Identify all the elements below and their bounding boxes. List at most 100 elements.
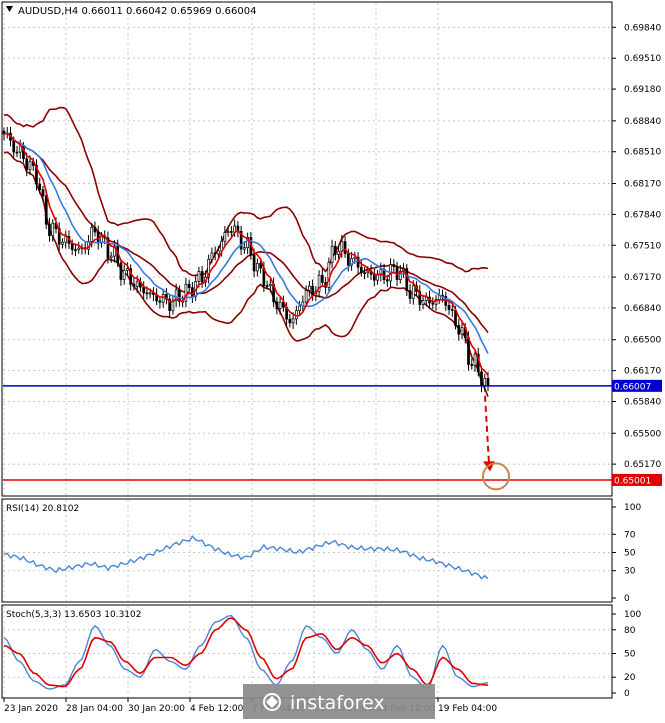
candle-body xyxy=(217,250,220,255)
candle-body xyxy=(298,305,301,312)
price-tick-label: 0.66170 xyxy=(624,367,661,377)
collapse-triangle-icon[interactable] xyxy=(6,6,13,12)
candle-body xyxy=(398,271,402,280)
candle-body xyxy=(372,273,376,281)
candle-body xyxy=(343,241,347,254)
price-tick-label: 0.66500 xyxy=(624,336,661,346)
price-tick-label: 0.67170 xyxy=(624,273,661,283)
rsi-tick-label: 30 xyxy=(624,567,636,577)
forecast-arrow xyxy=(482,395,510,491)
time-tick-label: 19 Feb 04:00 xyxy=(438,704,497,714)
candle-body xyxy=(230,231,233,233)
candle-body xyxy=(174,289,178,302)
candle-body xyxy=(405,268,409,291)
price-grid xyxy=(3,3,611,495)
candle-body xyxy=(168,298,172,312)
stoch-tick-label: 80 xyxy=(624,626,636,636)
candle-body xyxy=(385,279,389,282)
price-tick-label: 0.65500 xyxy=(624,429,661,439)
main-price-panel[interactable] xyxy=(1,1,613,497)
price-tick-label: 0.69510 xyxy=(624,54,661,64)
candle-body xyxy=(311,285,314,296)
price-level-label: 0.65001 xyxy=(614,476,651,486)
candle-body xyxy=(457,325,461,335)
candle-body xyxy=(135,281,139,287)
candle-body xyxy=(57,228,61,245)
candle-body xyxy=(337,250,340,255)
candle-body xyxy=(259,263,262,269)
instaforex-logo-icon xyxy=(263,693,281,711)
stoch-panel[interactable] xyxy=(1,604,613,699)
candle-body xyxy=(61,241,64,245)
candle-body xyxy=(171,300,175,312)
candle-body xyxy=(450,309,454,311)
candle-body xyxy=(207,258,210,278)
candle-body xyxy=(483,377,487,387)
candle-body xyxy=(421,300,425,305)
candle-body xyxy=(184,283,188,302)
candle-body xyxy=(447,305,451,310)
candle-body xyxy=(291,318,295,324)
candle-body xyxy=(392,264,396,267)
candle-body xyxy=(178,289,181,302)
price-level-tag xyxy=(612,379,662,392)
candle-body xyxy=(408,290,412,299)
candle-body xyxy=(213,252,217,255)
watermark: instaforex xyxy=(243,684,435,719)
candle-body xyxy=(161,294,165,303)
candle-body xyxy=(106,237,110,259)
candle-body xyxy=(486,377,490,387)
candle-body xyxy=(379,268,383,276)
fast-ma-line xyxy=(3,132,489,376)
rsi-tick-label: 100 xyxy=(624,503,641,513)
time-tick-label: 30 Jan 20:00 xyxy=(128,704,185,714)
price-tick-label: 0.66840 xyxy=(624,304,661,314)
candle-body xyxy=(320,274,324,283)
candle-body xyxy=(363,272,366,275)
candle-body xyxy=(233,225,236,233)
candle-body xyxy=(330,245,334,263)
candle-body xyxy=(288,318,292,324)
price-tick-label: 0.68510 xyxy=(624,148,661,158)
candle-body xyxy=(187,283,191,288)
candle-body xyxy=(142,286,146,294)
stoch-main-line xyxy=(3,614,489,690)
rsi-axis: 0 30 50 70 100 xyxy=(612,503,641,604)
stoch-grid xyxy=(3,606,611,697)
candle-body xyxy=(470,364,474,366)
candle-body xyxy=(210,252,214,260)
candle-body xyxy=(93,227,97,233)
candle-body xyxy=(35,165,38,185)
time-tick-label: 28 Jan 04:00 xyxy=(66,704,123,714)
candle-body xyxy=(38,183,42,191)
stoch-label: Stoch(5,3,3) 13.6503 10.3102 xyxy=(6,610,141,620)
candle-body xyxy=(376,274,379,281)
candle-body xyxy=(64,236,68,243)
price-tick-label: 0.68170 xyxy=(624,180,661,190)
candle-body xyxy=(239,230,243,250)
candle-body xyxy=(473,353,477,366)
candle-body xyxy=(256,263,259,272)
price-tick-label: 0.69180 xyxy=(624,85,661,95)
candle-body xyxy=(340,241,344,252)
rsi-grid xyxy=(3,500,611,601)
candle-body xyxy=(460,327,464,335)
candle-body xyxy=(122,269,126,280)
candles xyxy=(2,126,490,393)
candle-body xyxy=(226,231,230,233)
stoch-signal-line xyxy=(3,617,489,688)
candle-body xyxy=(278,301,282,309)
candle-body xyxy=(418,291,422,305)
price-tick-label: 0.65840 xyxy=(624,397,661,407)
candle-body xyxy=(467,337,470,365)
moving-averages xyxy=(3,132,489,376)
candle-body xyxy=(346,253,350,266)
rsi-panel[interactable] xyxy=(1,498,613,603)
price-tick-label: 0.67510 xyxy=(624,241,661,251)
candle-body xyxy=(41,189,45,197)
candle-body xyxy=(28,161,32,171)
upper-band-line xyxy=(3,106,489,277)
candle-body xyxy=(243,247,246,250)
candle-body xyxy=(223,232,227,242)
